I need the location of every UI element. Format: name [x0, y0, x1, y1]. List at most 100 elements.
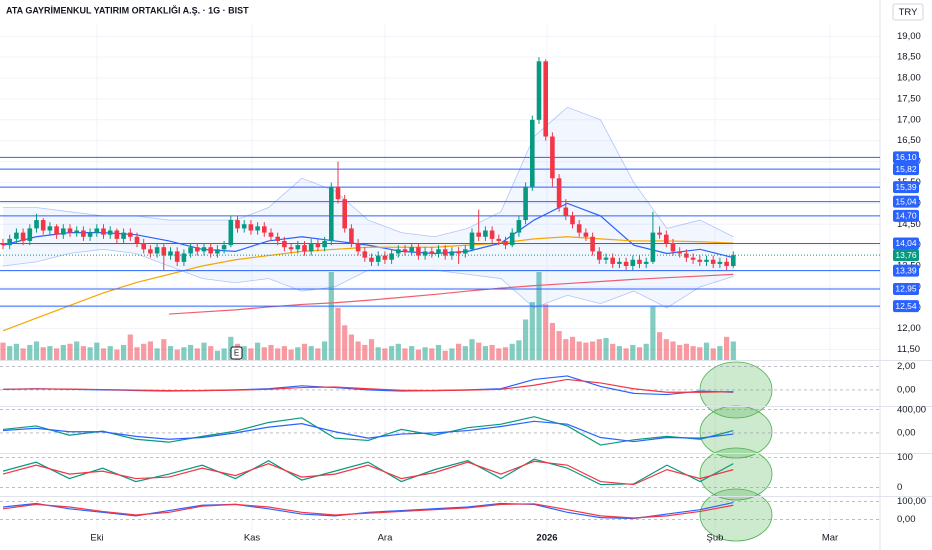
- candle-body: [262, 226, 267, 233]
- volume-bar: [107, 346, 113, 360]
- candle-body: [684, 253, 689, 258]
- volume-bar: [281, 346, 287, 360]
- candle-body: [503, 240, 508, 246]
- candle-body: [710, 259, 716, 264]
- level-label: 12,54: [895, 301, 917, 311]
- volume-bar: [355, 341, 361, 360]
- pane-tick-label: 0: [897, 482, 902, 493]
- volume-bar: [154, 348, 160, 360]
- volume-bar: [449, 348, 455, 360]
- volume-bar: [27, 344, 33, 360]
- candle-body: [483, 230, 488, 237]
- volume-bar: [362, 344, 368, 360]
- candle-body: [107, 230, 113, 235]
- candle-body: [349, 228, 354, 244]
- volume-bar: [375, 347, 381, 360]
- volume-bar: [402, 348, 408, 360]
- volume-bar: [415, 349, 421, 360]
- volume-bar: [536, 272, 542, 360]
- pane-tick-label: 400,00: [897, 404, 926, 415]
- candle-body: [295, 245, 301, 250]
- volume-bar: [576, 341, 582, 360]
- candle-body: [74, 230, 79, 233]
- candle-body: [664, 234, 669, 244]
- candle-body: [597, 251, 602, 260]
- pane-tick-label: 100: [897, 452, 913, 463]
- pane-tick-label: 0,00: [897, 427, 916, 438]
- candle-body: [476, 232, 481, 237]
- volume-bar: [556, 331, 562, 360]
- indicator-line: [2, 420, 734, 443]
- volume-bar: [13, 343, 19, 360]
- candle-body: [329, 186, 334, 241]
- candle-body: [590, 236, 595, 252]
- volume-bar: [221, 348, 227, 360]
- volume-bar: [33, 341, 40, 360]
- volume-bar: [650, 306, 656, 360]
- volume-bar: [496, 348, 502, 360]
- x-tick-label: Kas: [244, 533, 261, 544]
- candle-body: [47, 226, 53, 231]
- candle-body: [657, 232, 662, 235]
- y-tick-label: 11,50: [897, 344, 920, 355]
- candle-body: [409, 247, 414, 252]
- candle-body: [255, 226, 260, 231]
- candle-body: [81, 230, 86, 237]
- volume-bar: [127, 334, 133, 360]
- volume-bar: [657, 332, 663, 360]
- volume-bar: [389, 346, 395, 360]
- volume-bar: [161, 339, 167, 360]
- volume-bar: [697, 347, 703, 360]
- candle-body: [637, 259, 642, 264]
- candle-body: [523, 186, 528, 221]
- candle-body: [20, 232, 26, 241]
- volume-bar: [489, 344, 495, 360]
- candle-body: [235, 220, 240, 229]
- candle-body: [463, 249, 468, 254]
- level-label: 12,95: [895, 284, 917, 294]
- candle-body: [570, 215, 575, 225]
- level-label-box: [893, 163, 919, 176]
- pane-tick-label: 100,00: [897, 496, 926, 507]
- last-price-label: 13,76: [895, 250, 917, 260]
- candle-body: [188, 247, 193, 254]
- event-marker: E: [234, 349, 239, 358]
- volume-bar: [208, 346, 214, 360]
- volume-bar: [20, 348, 26, 360]
- candle-body: [355, 243, 361, 252]
- candle-body: [94, 228, 100, 233]
- volume-bar: [703, 342, 710, 360]
- candle-body: [603, 257, 609, 260]
- volume-bar: [40, 347, 46, 360]
- candle-body: [362, 251, 368, 258]
- volume-bar: [623, 348, 629, 360]
- volume-bar: [288, 349, 294, 360]
- candle-body: [342, 199, 347, 229]
- candle-body: [248, 224, 254, 231]
- currency[interactable]: TRY: [899, 7, 918, 18]
- volume-bar: [590, 341, 596, 360]
- volume-bar: [677, 344, 683, 360]
- volume-bar: [717, 346, 723, 360]
- candle-body: [201, 247, 207, 252]
- volume-bar: [100, 348, 107, 360]
- candle-body: [308, 243, 314, 252]
- volume-bar: [509, 343, 515, 360]
- volume-bar: [502, 347, 509, 360]
- level-label: 14,70: [895, 211, 917, 221]
- volume-bar: [194, 348, 200, 360]
- volume-bar: [469, 339, 475, 360]
- candle-body: [576, 224, 582, 233]
- currency-box[interactable]: [892, 3, 924, 21]
- candle-body: [382, 255, 388, 260]
- volume-bar: [322, 341, 328, 360]
- level-label: 16,10: [895, 152, 917, 162]
- volume-bar: [435, 344, 442, 360]
- candle-body: [114, 230, 120, 239]
- volume-bar: [308, 346, 314, 360]
- indicator-line: [2, 502, 734, 520]
- candle-body: [215, 249, 220, 254]
- candle-body: [697, 259, 703, 262]
- candle-body: [489, 230, 495, 239]
